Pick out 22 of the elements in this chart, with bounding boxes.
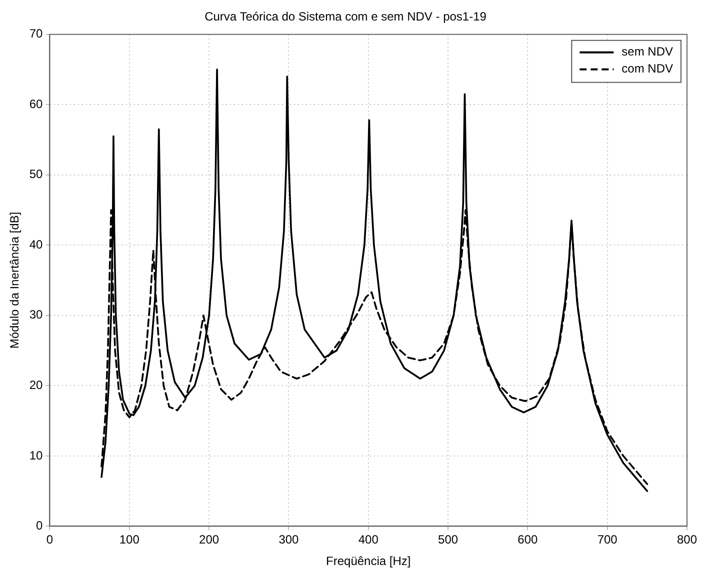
- legend-label: com NDV: [622, 62, 674, 76]
- x-tick-label: 200: [199, 532, 220, 547]
- x-tick-label: 300: [278, 532, 300, 547]
- x-tick-label: 600: [518, 532, 538, 547]
- legend-label: sem NDV: [622, 44, 674, 59]
- y-tick-label: 30: [29, 308, 44, 322]
- y-tick-label: 20: [29, 378, 44, 392]
- x-tick-label: 500: [438, 532, 458, 547]
- x-tick-label: 0: [46, 532, 54, 547]
- x-tick-label: 700: [597, 532, 618, 547]
- x-tick-label: 100: [119, 532, 140, 547]
- y-tick-label: 0: [36, 518, 44, 533]
- y-tick-label: 70: [29, 26, 44, 41]
- y-tick-label: 60: [29, 96, 44, 111]
- y-tick-label: 10: [29, 448, 44, 462]
- y-tick-label: 50: [29, 167, 44, 182]
- y-axis-title: Módulo da Inertância [dB]: [8, 212, 22, 349]
- chart-title: Curva Teórica do Sistema com e sem NDV - pos1-19: [204, 10, 487, 24]
- x-tick-label: 800: [676, 532, 698, 547]
- x-tick-label: 400: [358, 532, 379, 547]
- y-tick-label: 40: [29, 237, 44, 252]
- x-axis-title: Freqüência [Hz]: [326, 554, 411, 568]
